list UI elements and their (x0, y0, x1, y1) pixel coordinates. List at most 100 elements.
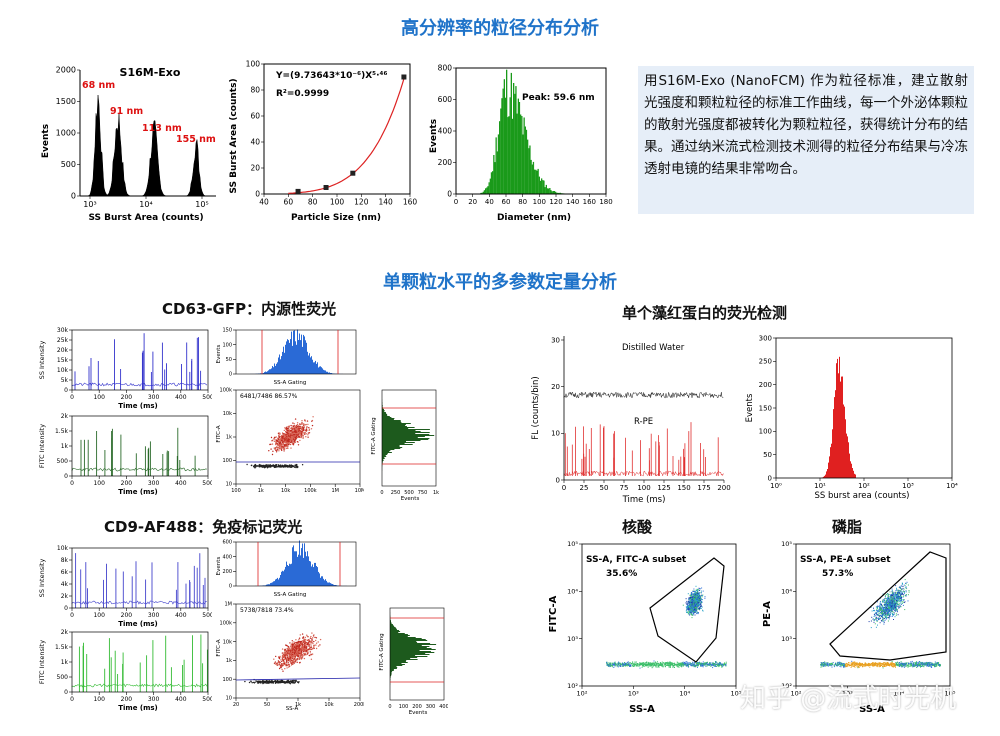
event-dot (691, 594, 693, 596)
event-dot (681, 663, 683, 665)
x-tick-label: 100 (637, 484, 650, 492)
event-dot (273, 447, 275, 449)
event-dot (690, 611, 692, 612)
event-dot (310, 643, 312, 645)
event-dot (688, 602, 690, 604)
event-dot (719, 662, 721, 663)
event-dot (312, 647, 314, 650)
event-dot (692, 665, 694, 667)
histogram-bar (275, 365, 276, 374)
event-dot (271, 680, 273, 683)
histogram-bar (331, 583, 332, 586)
x-tick-label: 500 (202, 696, 212, 703)
event-dot (649, 664, 651, 666)
event-dot (870, 627, 872, 629)
event-dot (683, 663, 685, 665)
event-dot (655, 665, 657, 667)
event-dot (313, 645, 315, 647)
event-dot (701, 601, 703, 603)
event-dot (283, 656, 285, 658)
event-dot (690, 606, 692, 608)
event-dot (290, 424, 292, 427)
x-tick-label: 10⁵ (195, 200, 208, 209)
event-dot (301, 420, 303, 422)
y-tick-label: 10k (223, 639, 232, 645)
event-dot (612, 666, 614, 668)
event-dot (721, 666, 723, 668)
histogram-bar (390, 670, 394, 671)
x-tick-label: 1k (295, 702, 301, 708)
event-dot (691, 606, 693, 608)
histogram-bar (312, 359, 313, 374)
event-dot (653, 660, 655, 662)
y-tick-label: 0 (768, 474, 772, 482)
y-tick-label: 10k (57, 367, 69, 374)
event-dot (876, 614, 878, 616)
event-dot (884, 615, 886, 617)
histogram-bar (318, 571, 319, 586)
event-dot (889, 608, 891, 610)
event-dot (640, 664, 642, 666)
histogram-bar (271, 582, 272, 586)
event-dot (696, 601, 697, 603)
histogram-bar (829, 456, 830, 478)
event-dot (685, 661, 687, 663)
event-dot (696, 601, 698, 603)
event-dot (900, 599, 902, 601)
event-dot (669, 665, 671, 667)
event-dot (709, 663, 711, 665)
histogram-bar (316, 566, 317, 586)
event-dot (310, 645, 312, 647)
event-dot (680, 665, 682, 667)
event-dot (690, 613, 692, 615)
event-dot (691, 597, 693, 599)
event-dot (902, 586, 904, 587)
event-dot (695, 611, 697, 613)
x-tick-label: 10⁴ (946, 482, 958, 490)
histogram-bar (521, 116, 523, 194)
event-dot (297, 654, 300, 656)
event-dot (895, 613, 897, 615)
y-tick-label: 1k (226, 435, 232, 441)
event-dot (296, 641, 298, 644)
event-dot (892, 601, 894, 603)
event-dot (290, 648, 293, 650)
event-dot (643, 663, 645, 665)
event-dot (302, 428, 304, 430)
event-dot (285, 661, 288, 663)
event-dot (251, 682, 253, 684)
y-axis-label: FITC-A (548, 595, 559, 632)
event-dot (889, 615, 891, 617)
histogram-bar (390, 643, 431, 644)
event-dot (693, 590, 695, 592)
event-dot (664, 664, 666, 665)
event-dot (633, 663, 635, 665)
event-dot (697, 589, 699, 591)
histogram-bar (852, 468, 853, 478)
event-dot (689, 605, 691, 607)
event-dot (695, 600, 697, 602)
event-dot (289, 440, 292, 442)
event-dot (681, 662, 683, 664)
event-dot (288, 442, 290, 444)
event-dot (319, 644, 321, 646)
event-dot (711, 662, 713, 664)
event-dot (899, 606, 901, 608)
event-dot (893, 619, 894, 620)
event-dot (898, 600, 900, 602)
histogram-bar (390, 659, 418, 660)
event-dot (285, 650, 288, 652)
y-tick-label: 10² (781, 682, 792, 690)
event-dot (884, 599, 886, 601)
event-dot (642, 664, 644, 666)
event-dot (295, 435, 298, 438)
x-tick-label: 1k (258, 488, 264, 494)
y-axis-label: FITC Intensity (38, 424, 46, 468)
event-dot (619, 666, 621, 667)
event-dot (692, 609, 694, 611)
histogram-bar (825, 474, 826, 478)
x-tick-label: 200 (121, 394, 133, 401)
event-dot (294, 661, 297, 663)
event-dot (666, 664, 668, 666)
